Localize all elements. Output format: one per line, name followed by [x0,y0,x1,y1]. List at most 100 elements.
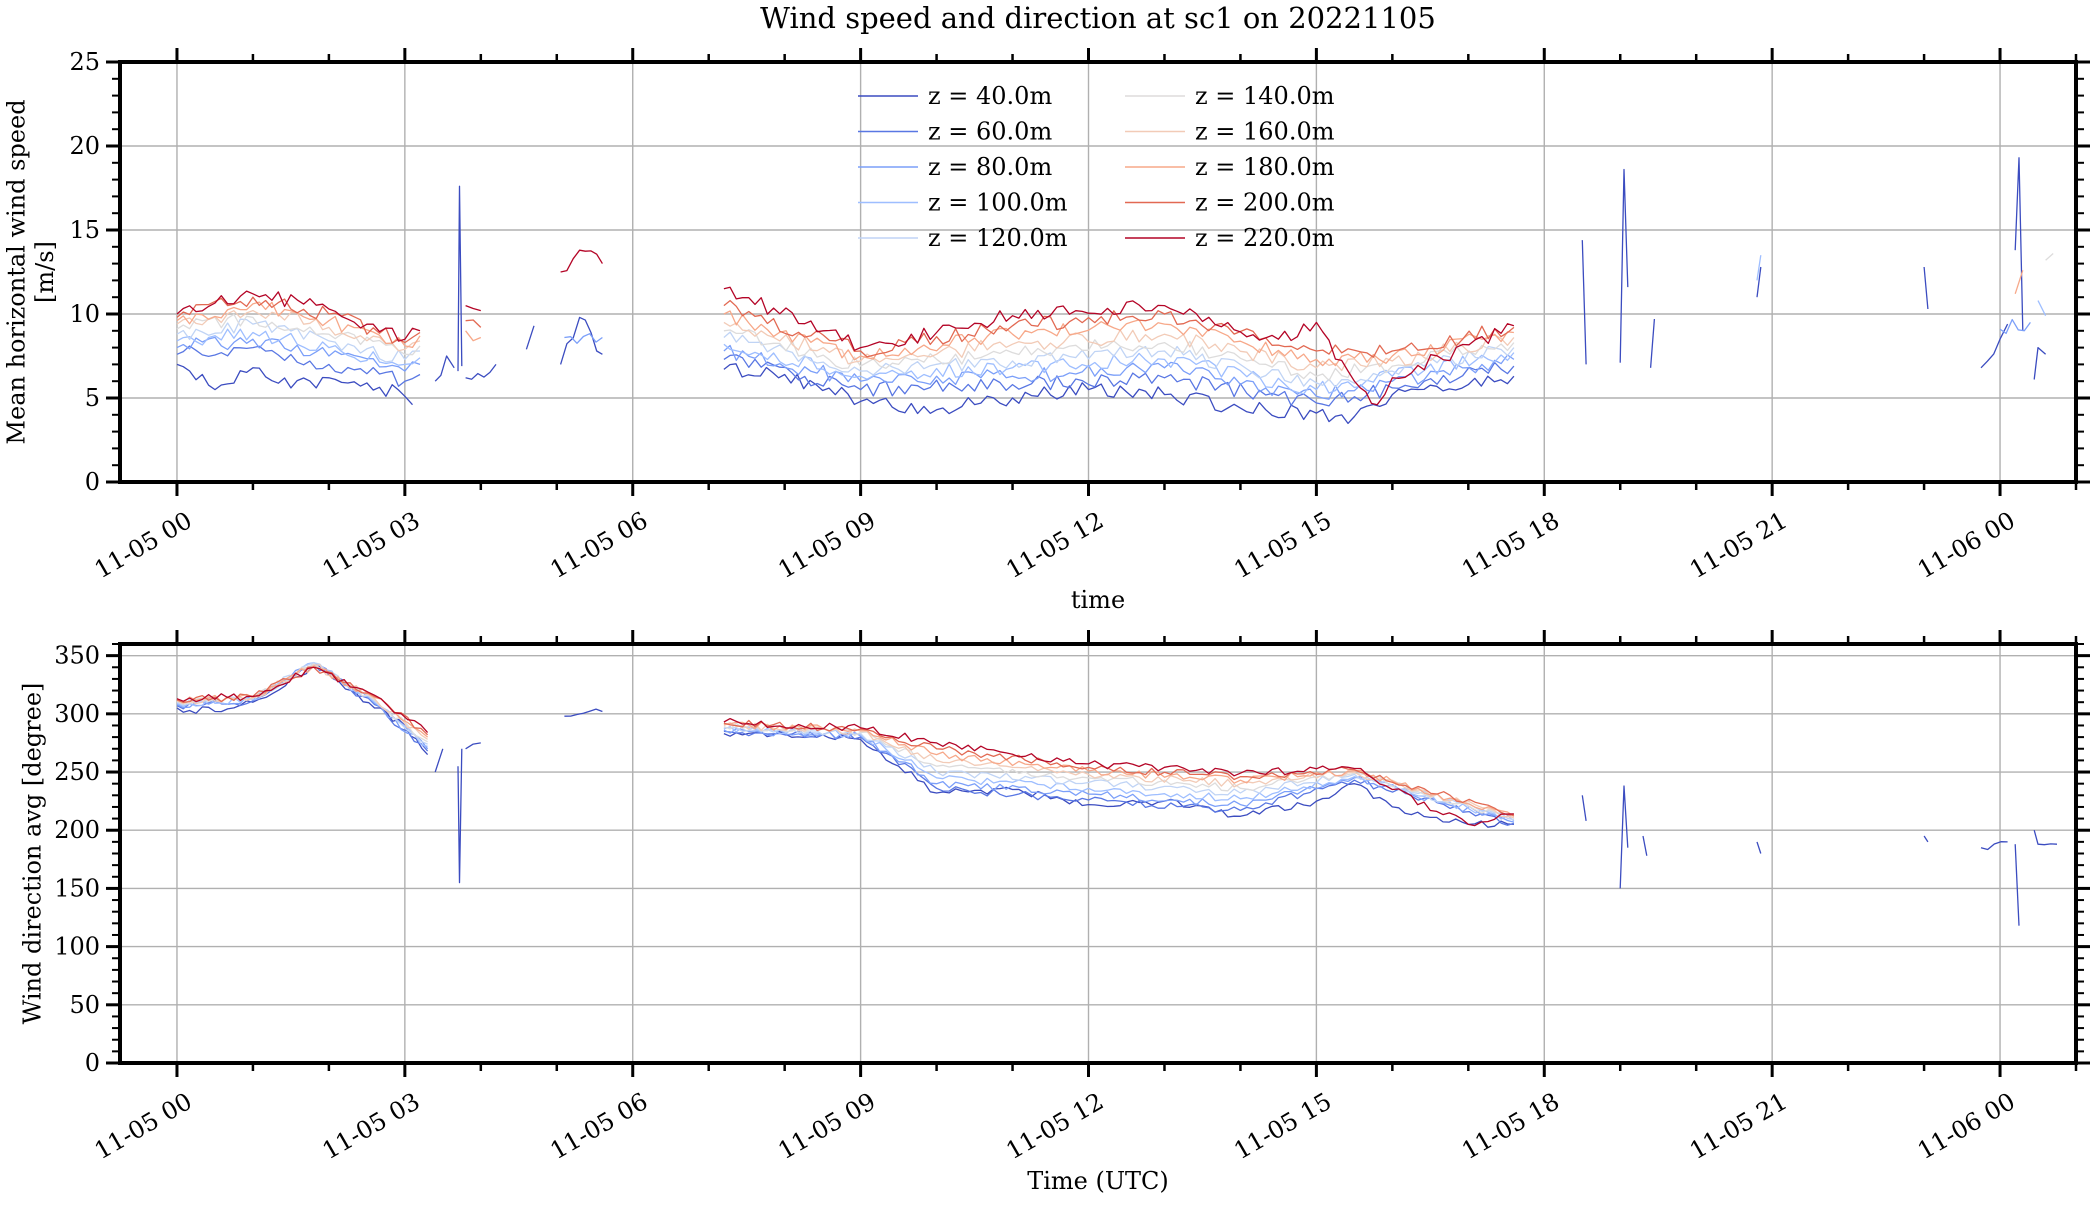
legend: z = 40.0m z = 60.0m z = 80.0m z = 100.0m z =… [858,82,1335,252]
x-tick-label: 11-05 06 [546,1087,653,1165]
x-tick-label: 11-05 03 [318,1087,425,1165]
series-line-220.0m [176,290,421,342]
legend-entry-label: z = 200.0m [1195,189,1335,217]
series-line-40.0m [465,742,481,750]
series-line-40.0m [1581,795,1587,821]
y-tick-label: 10 [69,300,100,328]
series-line-40.0m [1642,835,1648,856]
x-tick-label: 11-06 00 [1913,1087,2020,1165]
y-tick-label: 25 [69,48,100,76]
y-axis-label: Wind direction avg [degree] [18,683,46,1025]
x-tick-label: 11-05 00 [90,1087,197,1165]
series-line-40.0m [559,316,603,365]
series-line-140.0m [723,722,1515,820]
series-line-100.0m [723,343,1515,395]
wind-speed-panel: 0 5 10 15 20 25 11-05 00 11-05 03 11-05 06 11-05 … [2,48,2090,614]
series-line-100.0m [176,328,421,366]
series-line-40.0m [1756,266,1762,298]
series-line-80.0m [176,336,421,372]
y-tick-label: 15 [69,216,100,244]
series-line-140.0m [2045,253,2054,261]
y-tick-label: 0 [85,1049,100,1077]
series-line-120.0m [723,331,1515,388]
axes-frame [118,60,2078,484]
series-line-220.0m [176,666,429,733]
series-line-40.0m [176,363,413,406]
y-tick-label: 250 [54,758,100,786]
y-axis-label: Mean horizontal wind speed[m/s] [2,99,59,444]
x-tick-label: 11-05 21 [1685,506,1792,584]
legend-entry-label: z = 80.0m [928,153,1052,181]
x-tick-label: 11-05 03 [318,506,425,584]
series-line-80.0m [564,333,603,344]
series-line-200.0m [723,719,1514,816]
y-tick-label: 200 [54,816,100,844]
x-tick-label: 11-05 15 [1229,506,1336,584]
legend-entry-label: z = 160.0m [1195,118,1335,146]
series-line-40.0m [1619,785,1629,889]
x-tick-label: 11-05 00 [90,506,197,584]
y-tick-label: 50 [69,991,100,1019]
series-line-140.0m [176,313,421,356]
series-line-40.0m [457,185,463,372]
series-group [176,157,2054,425]
series-line-100.0m [1756,255,1762,281]
series-line-40.0m [2014,844,2020,926]
legend-entry-label: z = 120.0m [928,224,1068,252]
series-line-40.0m [2033,346,2047,380]
series-line-220.0m [465,304,481,312]
y-tick-label: 20 [69,132,100,160]
x-tick-label: 11-05 18 [1457,506,1564,584]
x-tick-label: 11-05 09 [773,1087,880,1165]
x-tick-label: 11-06 00 [1913,506,2020,584]
series-line-40.0m [723,363,1515,425]
series-line-180.0m [176,301,421,349]
y-tick-label: 350 [54,642,100,670]
series-group [176,661,2058,926]
legend-entry-label: z = 140.0m [1195,82,1335,110]
y-tick-label: 300 [54,700,100,728]
series-line-180.0m [2014,270,2024,295]
series-line-40.0m [564,708,603,717]
x-tick-label: 11-05 09 [773,506,880,584]
axes-frame [118,642,2078,1065]
series-line-40.0m [1756,841,1762,854]
series-line-160.0m [723,321,1515,372]
legend-entry-label: z = 100.0m [928,189,1068,217]
x-tick-label: 11-05 21 [1685,1087,1792,1165]
series-line-220.0m [723,286,1515,406]
series-line-40.0m [525,325,535,350]
series-line-40.0m [1980,841,2008,851]
legend-entry-label: z = 60.0m [928,118,1052,146]
series-line-60.0m [176,345,421,387]
series-line-60.0m [723,354,1515,407]
x-tick-label: 11-05 12 [1001,506,1108,584]
series-line-220.0m [723,717,1514,827]
legend-entry-label: z = 40.0m [928,82,1052,110]
chart-title: Wind speed and direction at sc1 on 20221… [760,1,1436,35]
series-line-100.0m [2037,300,2047,316]
series-line-40.0m [1619,168,1629,363]
series-line-40.0m [1980,323,2009,369]
series-line-40.0m [1923,266,1929,310]
series-line-40.0m [434,355,455,382]
series-line-40.0m [176,664,429,756]
series-line-80.0m [723,344,1515,400]
legend-entry-label: z = 180.0m [1195,153,1335,181]
legend-entry-label: z = 220.0m [1195,224,1335,252]
series-line-180.0m [465,330,482,342]
x-axis-label: Time (UTC) [1027,1167,1169,1195]
series-line-80.0m [1999,318,2031,335]
series-line-40.0m [457,748,463,884]
x-tick-label: 11-05 18 [1457,1087,1564,1165]
y-tick-label: 0 [85,468,100,496]
x-tick-label: 11-05 12 [1001,1087,1108,1165]
series-line-40.0m [2014,157,2024,331]
series-line-40.0m [1649,318,1656,368]
series-line-40.0m [2033,830,2058,846]
y-tick-label: 100 [54,933,100,961]
x-tick-label: 11-05 06 [546,506,653,584]
series-line-220.0m [560,249,603,273]
